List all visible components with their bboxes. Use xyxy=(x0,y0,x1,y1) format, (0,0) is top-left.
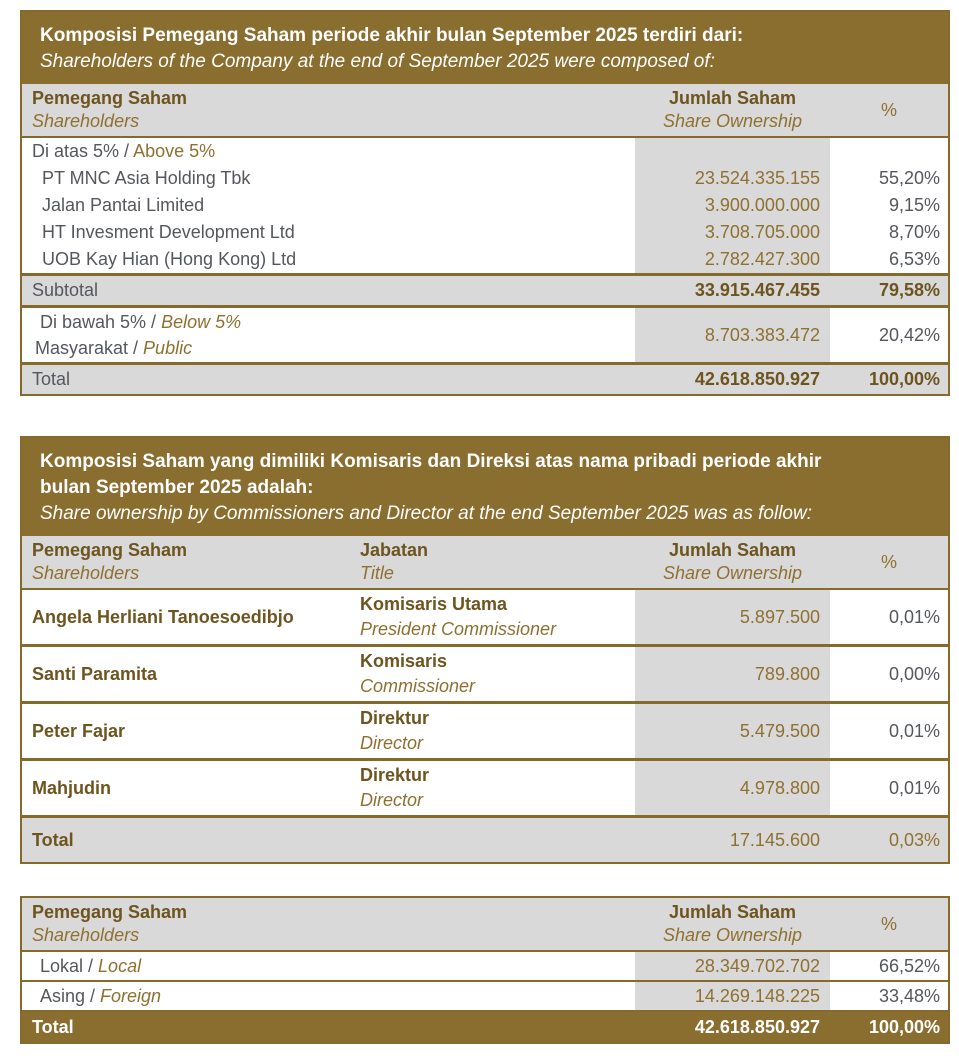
table-row: Peter Fajar Direktur Director 5.479.500 … xyxy=(22,704,948,761)
percent-cell: 6,53% xyxy=(888,249,940,269)
percent-cell: 0,01% xyxy=(888,720,940,741)
table3-header-row: Pemegang Saham Shareholders Jumlah Saham… xyxy=(22,898,948,952)
person-name: Peter Fajar xyxy=(32,720,126,741)
shareholder-name: PT MNC Asia Holding Tbk xyxy=(42,168,251,188)
person-name: Santi Paramita xyxy=(32,663,158,684)
table2-title-band: Komposisi Saham yang dimiliki Komisaris … xyxy=(22,438,948,536)
header-percent: % xyxy=(880,913,897,934)
person-name: Angela Herliani Tanoesoedibjo xyxy=(32,606,294,627)
shares-cell: 17.145.600 xyxy=(729,829,820,850)
shareholder-name: HT Invesment Development Ltd xyxy=(42,222,295,242)
shares-cell: 23.524.335.155 xyxy=(635,165,830,192)
shares-cell: 8.703.383.472 xyxy=(635,308,830,362)
percent-cell: 66,52% xyxy=(878,955,940,976)
shares-cell: 4.978.800 xyxy=(635,761,830,815)
total-label: Total xyxy=(32,829,74,850)
subtotal-label: Subtotal xyxy=(32,280,99,300)
percent-cell: 100,00% xyxy=(868,1016,940,1037)
table-row: Jalan Pantai Limited 3.900.000.000 9,15% xyxy=(22,192,948,219)
table-row: Lokal / Local 28.349.702.702 66,52% xyxy=(22,952,948,982)
shares-cell: 789.800 xyxy=(635,647,830,701)
table1-header-row: Pemegang Saham Shareholders Jumlah Saham… xyxy=(22,84,948,138)
total-row: Total 17.145.600 0,03% xyxy=(22,818,948,862)
shares-cell: 3.900.000.000 xyxy=(635,192,830,219)
person-title: Komisaris Utama President Commissioner xyxy=(360,594,557,639)
shares-cell: 42.618.850.927 xyxy=(694,369,820,389)
table-row: PT MNC Asia Holding Tbk 23.524.335.155 5… xyxy=(22,165,948,192)
shares-cell: 42.618.850.927 xyxy=(694,1016,820,1037)
header-share-ownership: Jumlah Saham Share Ownership xyxy=(662,88,803,131)
shares-cell: 14.269.148.225 xyxy=(635,982,830,1010)
shares-cell xyxy=(635,138,830,165)
table2-title-indonesian-line2: bulan September 2025 adalah: xyxy=(40,477,314,498)
percent-cell xyxy=(830,138,948,165)
percent-cell: 79,58% xyxy=(878,280,940,300)
below-5pct-row: Di bawah 5% / Below 5% Masyarakat / Publ… xyxy=(22,308,948,365)
table1-title-indonesian: Komposisi Pemegang Saham periode akhir b… xyxy=(40,25,744,46)
percent-cell: 0,03% xyxy=(888,829,940,850)
header-shareholders: Pemegang Saham Shareholders xyxy=(32,540,188,583)
shareholder-name: Jalan Pantai Limited xyxy=(42,195,205,215)
shares-cell: 5.479.500 xyxy=(635,704,830,758)
total-row: Total 42.618.850.927 100,00% xyxy=(22,1012,948,1042)
person-title: Direktur Director xyxy=(360,765,430,810)
shares-cell: 33.915.467.455 xyxy=(694,280,820,300)
shares-cell: 2.782.427.300 xyxy=(635,246,830,273)
percent-cell: 100,00% xyxy=(868,369,940,389)
table-row: Angela Herliani Tanoesoedibjo Komisaris … xyxy=(22,590,948,647)
management-shares-table: Komposisi Saham yang dimiliki Komisaris … xyxy=(20,436,950,864)
total-label: Total xyxy=(32,369,71,389)
shares-cell: 5.897.500 xyxy=(635,590,830,644)
person-name: Mahjudin xyxy=(32,777,111,798)
shares-cell: 3.708.705.000 xyxy=(635,219,830,246)
percent-cell: 55,20% xyxy=(878,168,940,188)
header-percent: % xyxy=(880,99,897,120)
table1-title-english: Shareholders of the Company at the end o… xyxy=(40,51,715,72)
header-title: Jabatan Title xyxy=(360,540,429,583)
table2-title-english: Share ownership by Commissioners and Dir… xyxy=(40,503,812,524)
table-row: UOB Kay Hian (Hong Kong) Ltd 2.782.427.3… xyxy=(22,246,948,273)
percent-cell: 8,70% xyxy=(888,222,940,242)
below-5pct-label: Di bawah 5% / Below 5% Masyarakat / Publ… xyxy=(22,309,635,361)
percent-cell: 20,42% xyxy=(878,324,940,345)
table2-header-row: Pemegang Saham Shareholders Jabatan Titl… xyxy=(22,536,948,590)
percent-cell: 0,01% xyxy=(888,777,940,798)
local-foreign-table: Pemegang Saham Shareholders Jumlah Saham… xyxy=(20,896,950,1044)
header-share-ownership: Jumlah Saham Share Ownership xyxy=(662,540,803,583)
header-shareholders: Pemegang Saham Shareholders xyxy=(32,88,188,131)
table2-title-indonesian-line1: Komposisi Saham yang dimiliki Komisaris … xyxy=(40,451,822,472)
group-label: Di atas 5% / Above 5% xyxy=(32,141,216,161)
percent-cell: 33,48% xyxy=(878,985,940,1006)
shareholders-composition-table: Komposisi Pemegang Saham periode akhir b… xyxy=(20,10,950,396)
person-title: Direktur Director xyxy=(360,708,430,753)
subtotal-row: Subtotal 33.915.467.455 79,58% xyxy=(22,273,948,308)
total-label: Total xyxy=(32,1016,74,1037)
header-shareholders: Pemegang Saham Shareholders xyxy=(32,902,188,945)
shares-cell: 28.349.702.702 xyxy=(635,952,830,980)
person-title: Komisaris Commissioner xyxy=(360,651,476,696)
percent-cell: 0,01% xyxy=(888,606,940,627)
percent-cell: 9,15% xyxy=(888,195,940,215)
total-row: Total 42.618.850.927 100,00% xyxy=(22,365,948,394)
below-line1: Di bawah 5% / Below 5% xyxy=(40,312,242,332)
percent-cell: 0,00% xyxy=(888,663,940,684)
table1-title-band: Komposisi Pemegang Saham periode akhir b… xyxy=(22,12,948,84)
table-row: Mahjudin Direktur Director 4.978.800 0,0… xyxy=(22,761,948,818)
below-line2: Masyarakat / Public xyxy=(35,338,193,358)
group-above-5pct-row: Di atas 5% / Above 5% xyxy=(22,138,948,165)
table-row: Asing / Foreign 14.269.148.225 33,48% xyxy=(22,982,948,1012)
header-percent: % xyxy=(880,551,897,572)
table-row: Santi Paramita Komisaris Commissioner 78… xyxy=(22,647,948,704)
table-row: HT Invesment Development Ltd 3.708.705.0… xyxy=(22,219,948,246)
shareholder-name: UOB Kay Hian (Hong Kong) Ltd xyxy=(42,249,297,269)
origin-label: Lokal / Local xyxy=(40,955,142,976)
origin-label: Asing / Foreign xyxy=(40,985,162,1006)
header-share-ownership: Jumlah Saham Share Ownership xyxy=(662,902,803,945)
